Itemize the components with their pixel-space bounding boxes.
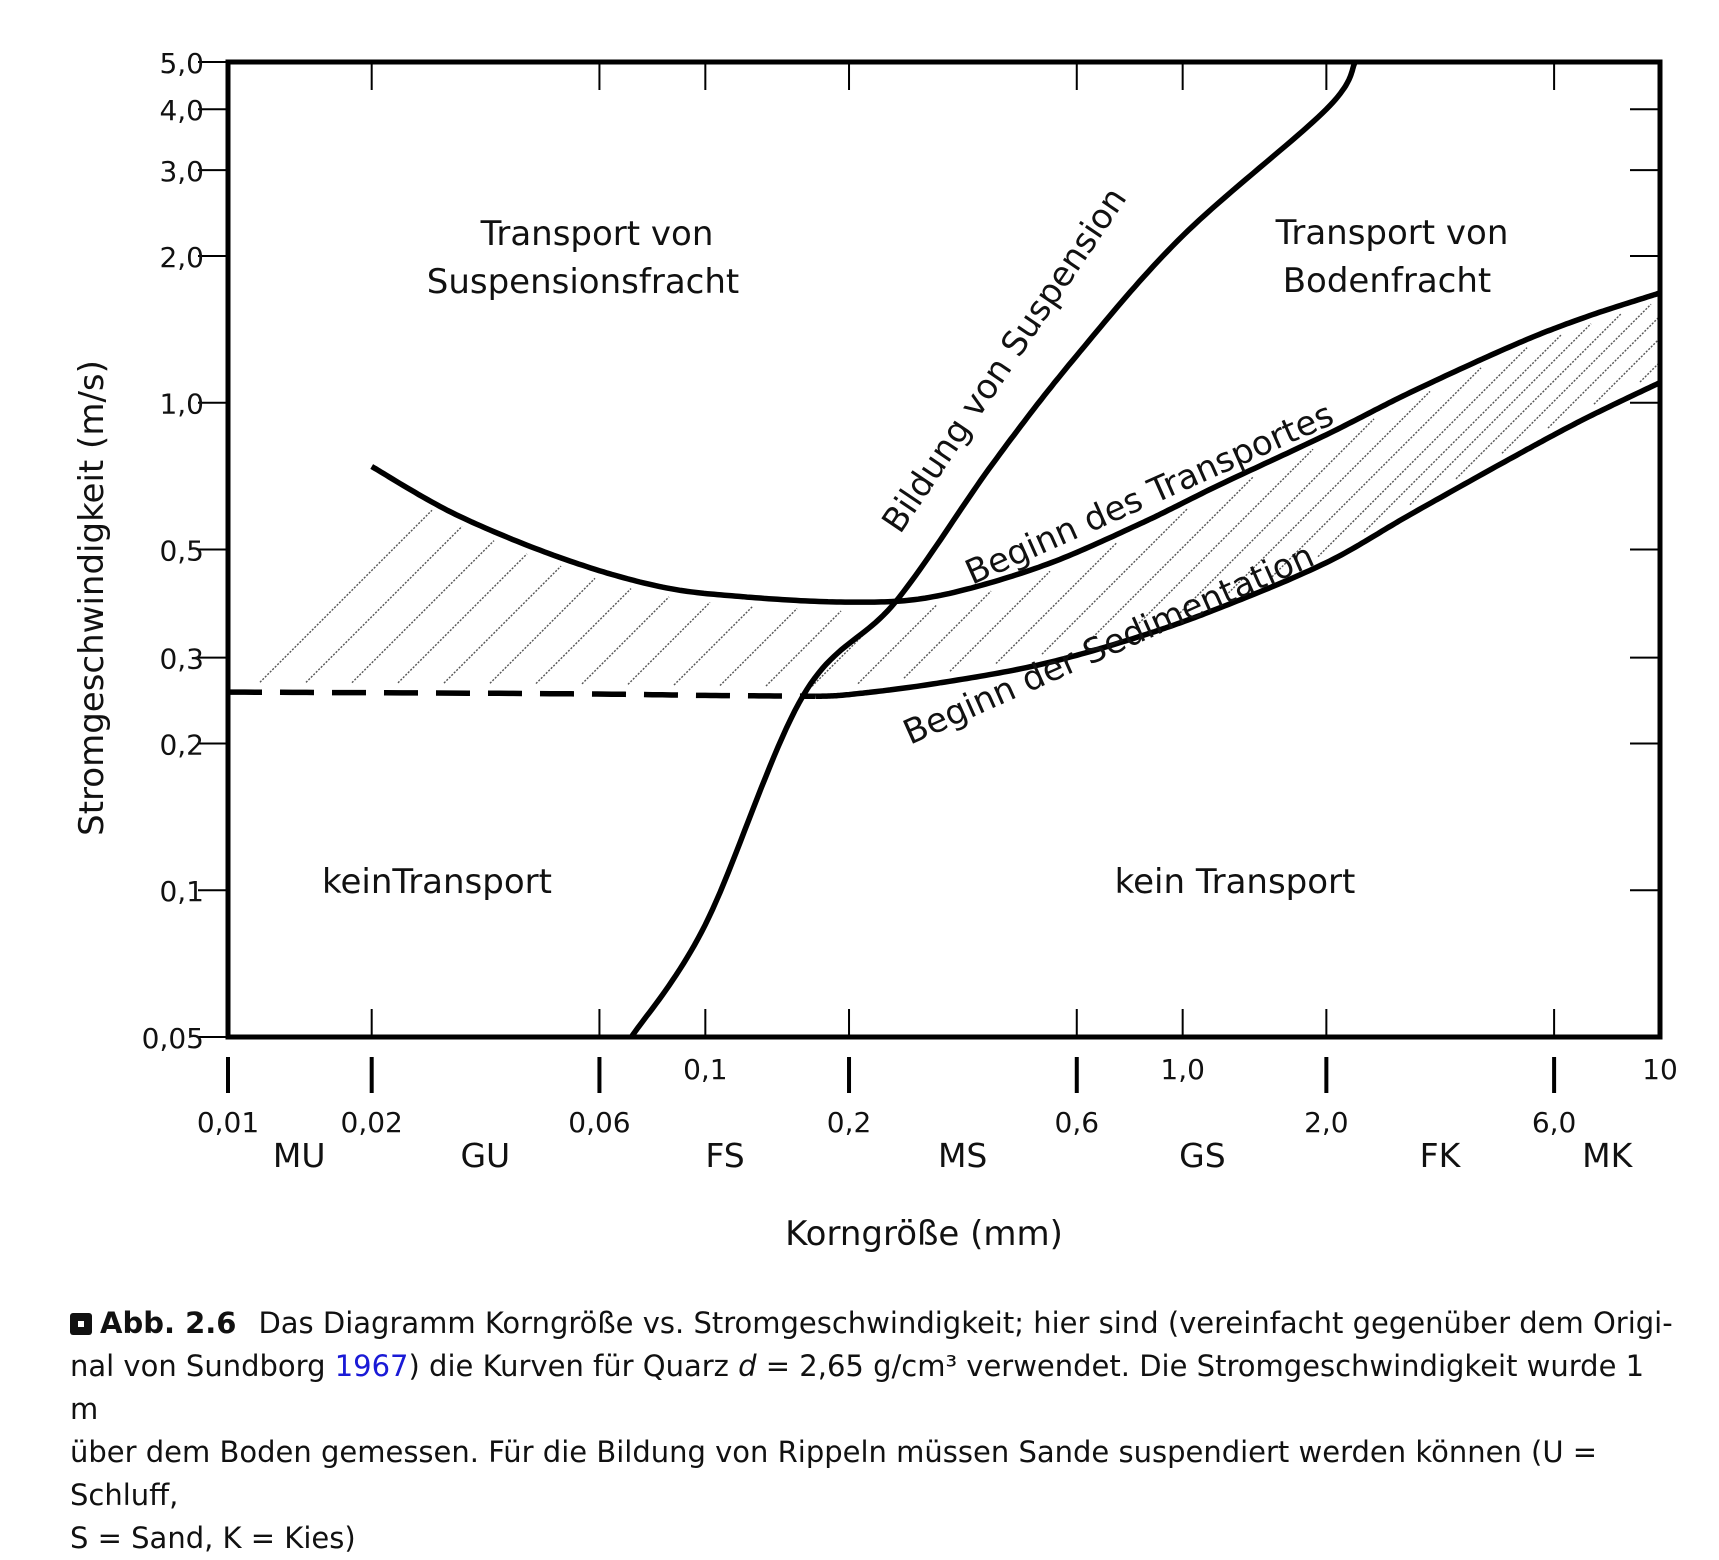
caption-text-2a: nal von Sundborg — [70, 1349, 335, 1383]
x-tick-label-lower: 0,01 — [197, 1106, 259, 1139]
caption-variable-d: d — [738, 1349, 757, 1383]
hatched-transport-zone — [259, 303, 1660, 687]
hatch-line — [1639, 361, 1660, 383]
hatch-line — [857, 604, 938, 685]
hatch-line — [673, 605, 754, 686]
hatch-line — [351, 540, 495, 684]
hatch-line — [1179, 418, 1375, 614]
y-tick-label: 2,0 — [159, 241, 204, 274]
y-axis-title: Stromgeschwindigkeit (m/s) — [72, 360, 112, 836]
region-label-bedload-2: Bodenfracht — [1283, 261, 1492, 301]
curve-beginn-der-sedimentation — [814, 380, 1660, 700]
hatch-line — [1271, 367, 1482, 578]
hatch-line — [535, 588, 632, 685]
region-label-no-transport-right: kein Transport — [1115, 862, 1356, 902]
x-tick-label-lower: 0,02 — [341, 1106, 403, 1139]
x-tick-label-upper: 1,0 — [1160, 1053, 1205, 1086]
caption-line-4: S = Sand, K = Kies) — [70, 1521, 356, 1555]
caption-line-1: Abb. 2.6 Das Diagramm Korngröße vs. Strom… — [70, 1302, 1680, 1345]
hatch-line — [1133, 448, 1314, 629]
hatch-line — [1363, 333, 1563, 533]
y-tick-label: 0,5 — [159, 535, 204, 568]
hatch-line — [995, 541, 1118, 664]
caption-text-2c: = 2,65 g/cm³ verwendet. Die Stromgeschwi… — [70, 1349, 1645, 1426]
hatch-line — [397, 553, 528, 684]
y-tick-label: 0,2 — [159, 728, 204, 761]
x-tick-label-lower: 2,0 — [1304, 1106, 1349, 1139]
sediment-transport-chart: 5,0 4,0 3,0 2,0 1,0 0,5 0,3 0,2 0,1 0,05 0,1 1,0 10 0… — [72, 47, 1678, 1254]
hatch-line — [1225, 390, 1431, 596]
hatch-line — [1455, 313, 1622, 480]
caption-citation-link[interactable]: 1967 — [334, 1349, 409, 1383]
grain-class-label: MK — [1582, 1136, 1633, 1175]
curve-beginn-des-transportes — [370, 290, 1660, 605]
caption-text-1: Das Diagramm Korngröße vs. Stromgeschwin… — [258, 1306, 1673, 1340]
region-label-suspension-1: Transport von — [480, 214, 714, 254]
axes: 5,0 4,0 3,0 2,0 1,0 0,5 0,3 0,2 0,1 0,05 0,1 1,0 10 0… — [142, 47, 1678, 1175]
hatch-line — [1087, 476, 1254, 643]
hatch-line — [719, 608, 798, 687]
curve-label-sedimentation: Beginn der Sedimentation — [897, 536, 1320, 753]
region-label-no-transport-left: keinTransport — [322, 862, 552, 902]
curve-label-suspension: Bildung von Suspension — [874, 180, 1135, 540]
caption-square-icon — [70, 1313, 92, 1335]
y-tick-label: 0,3 — [159, 643, 204, 676]
x-tick-label-lower: 0,06 — [568, 1106, 630, 1139]
y-tick-label: 1,0 — [159, 388, 204, 421]
hatch-line — [305, 525, 463, 683]
y-tick-label: 5,0 — [159, 47, 204, 80]
hatch-line — [765, 610, 842, 687]
region-label-bedload-1: Transport von — [1275, 213, 1509, 253]
hatch-line — [903, 590, 992, 679]
caption-line-2: nal von Sundborg 1967) die Kurven für Qu… — [70, 1345, 1680, 1431]
caption-text-2b: ) die Kurven für Quarz — [408, 1349, 739, 1383]
hatch-line — [489, 577, 596, 684]
hatch-line — [259, 509, 433, 683]
x-tick-label-lower: 0,2 — [827, 1106, 872, 1139]
figure-caption: Abb. 2.6 Das Diagramm Korngröße vs. Strom… — [70, 1302, 1680, 1560]
y-tick-label: 3,0 — [159, 155, 204, 188]
grain-class-label: FS — [705, 1136, 744, 1175]
curve-bildung-von-suspension — [629, 62, 1358, 1037]
hatch-line — [1409, 323, 1592, 506]
y-tick-label: 0,05 — [142, 1022, 204, 1055]
x-tick-label-upper: 10 — [1642, 1053, 1678, 1086]
y-tick-label: 4,0 — [159, 94, 204, 127]
x-tick-label-lower: 0,6 — [1055, 1106, 1100, 1139]
y-tick-label: 0,1 — [159, 875, 204, 908]
hatch-line — [1317, 347, 1528, 558]
series-curves — [228, 62, 1660, 1037]
hatch-line — [1593, 337, 1660, 405]
x-axis-title: Korngröße (mm) — [785, 1214, 1063, 1254]
hatch-line — [627, 601, 711, 685]
hatch-line — [949, 570, 1051, 672]
hatch-line — [1547, 315, 1660, 429]
grain-class-label: FK — [1420, 1136, 1462, 1175]
grain-class-label: MS — [938, 1136, 987, 1175]
grain-class-label: GU — [460, 1136, 510, 1175]
hatch-line — [811, 609, 889, 687]
caption-label: Abb. 2.6 — [100, 1306, 237, 1340]
caption-line-3: über dem Boden gemessen. Für die Bildung… — [70, 1435, 1598, 1512]
grain-class-label: GS — [1179, 1136, 1226, 1175]
hatch-line — [1041, 508, 1188, 655]
hatch-line — [443, 565, 562, 684]
curve-dashed-extension — [228, 689, 816, 700]
hatch-line — [1501, 303, 1652, 454]
region-label-suspension-2: Suspensionsfracht — [427, 262, 739, 302]
x-tick-label-upper: 0,1 — [683, 1053, 728, 1086]
hatch-line — [581, 596, 670, 685]
x-tick-label-lower: 6,0 — [1532, 1106, 1577, 1139]
grain-class-label: MU — [273, 1136, 326, 1175]
